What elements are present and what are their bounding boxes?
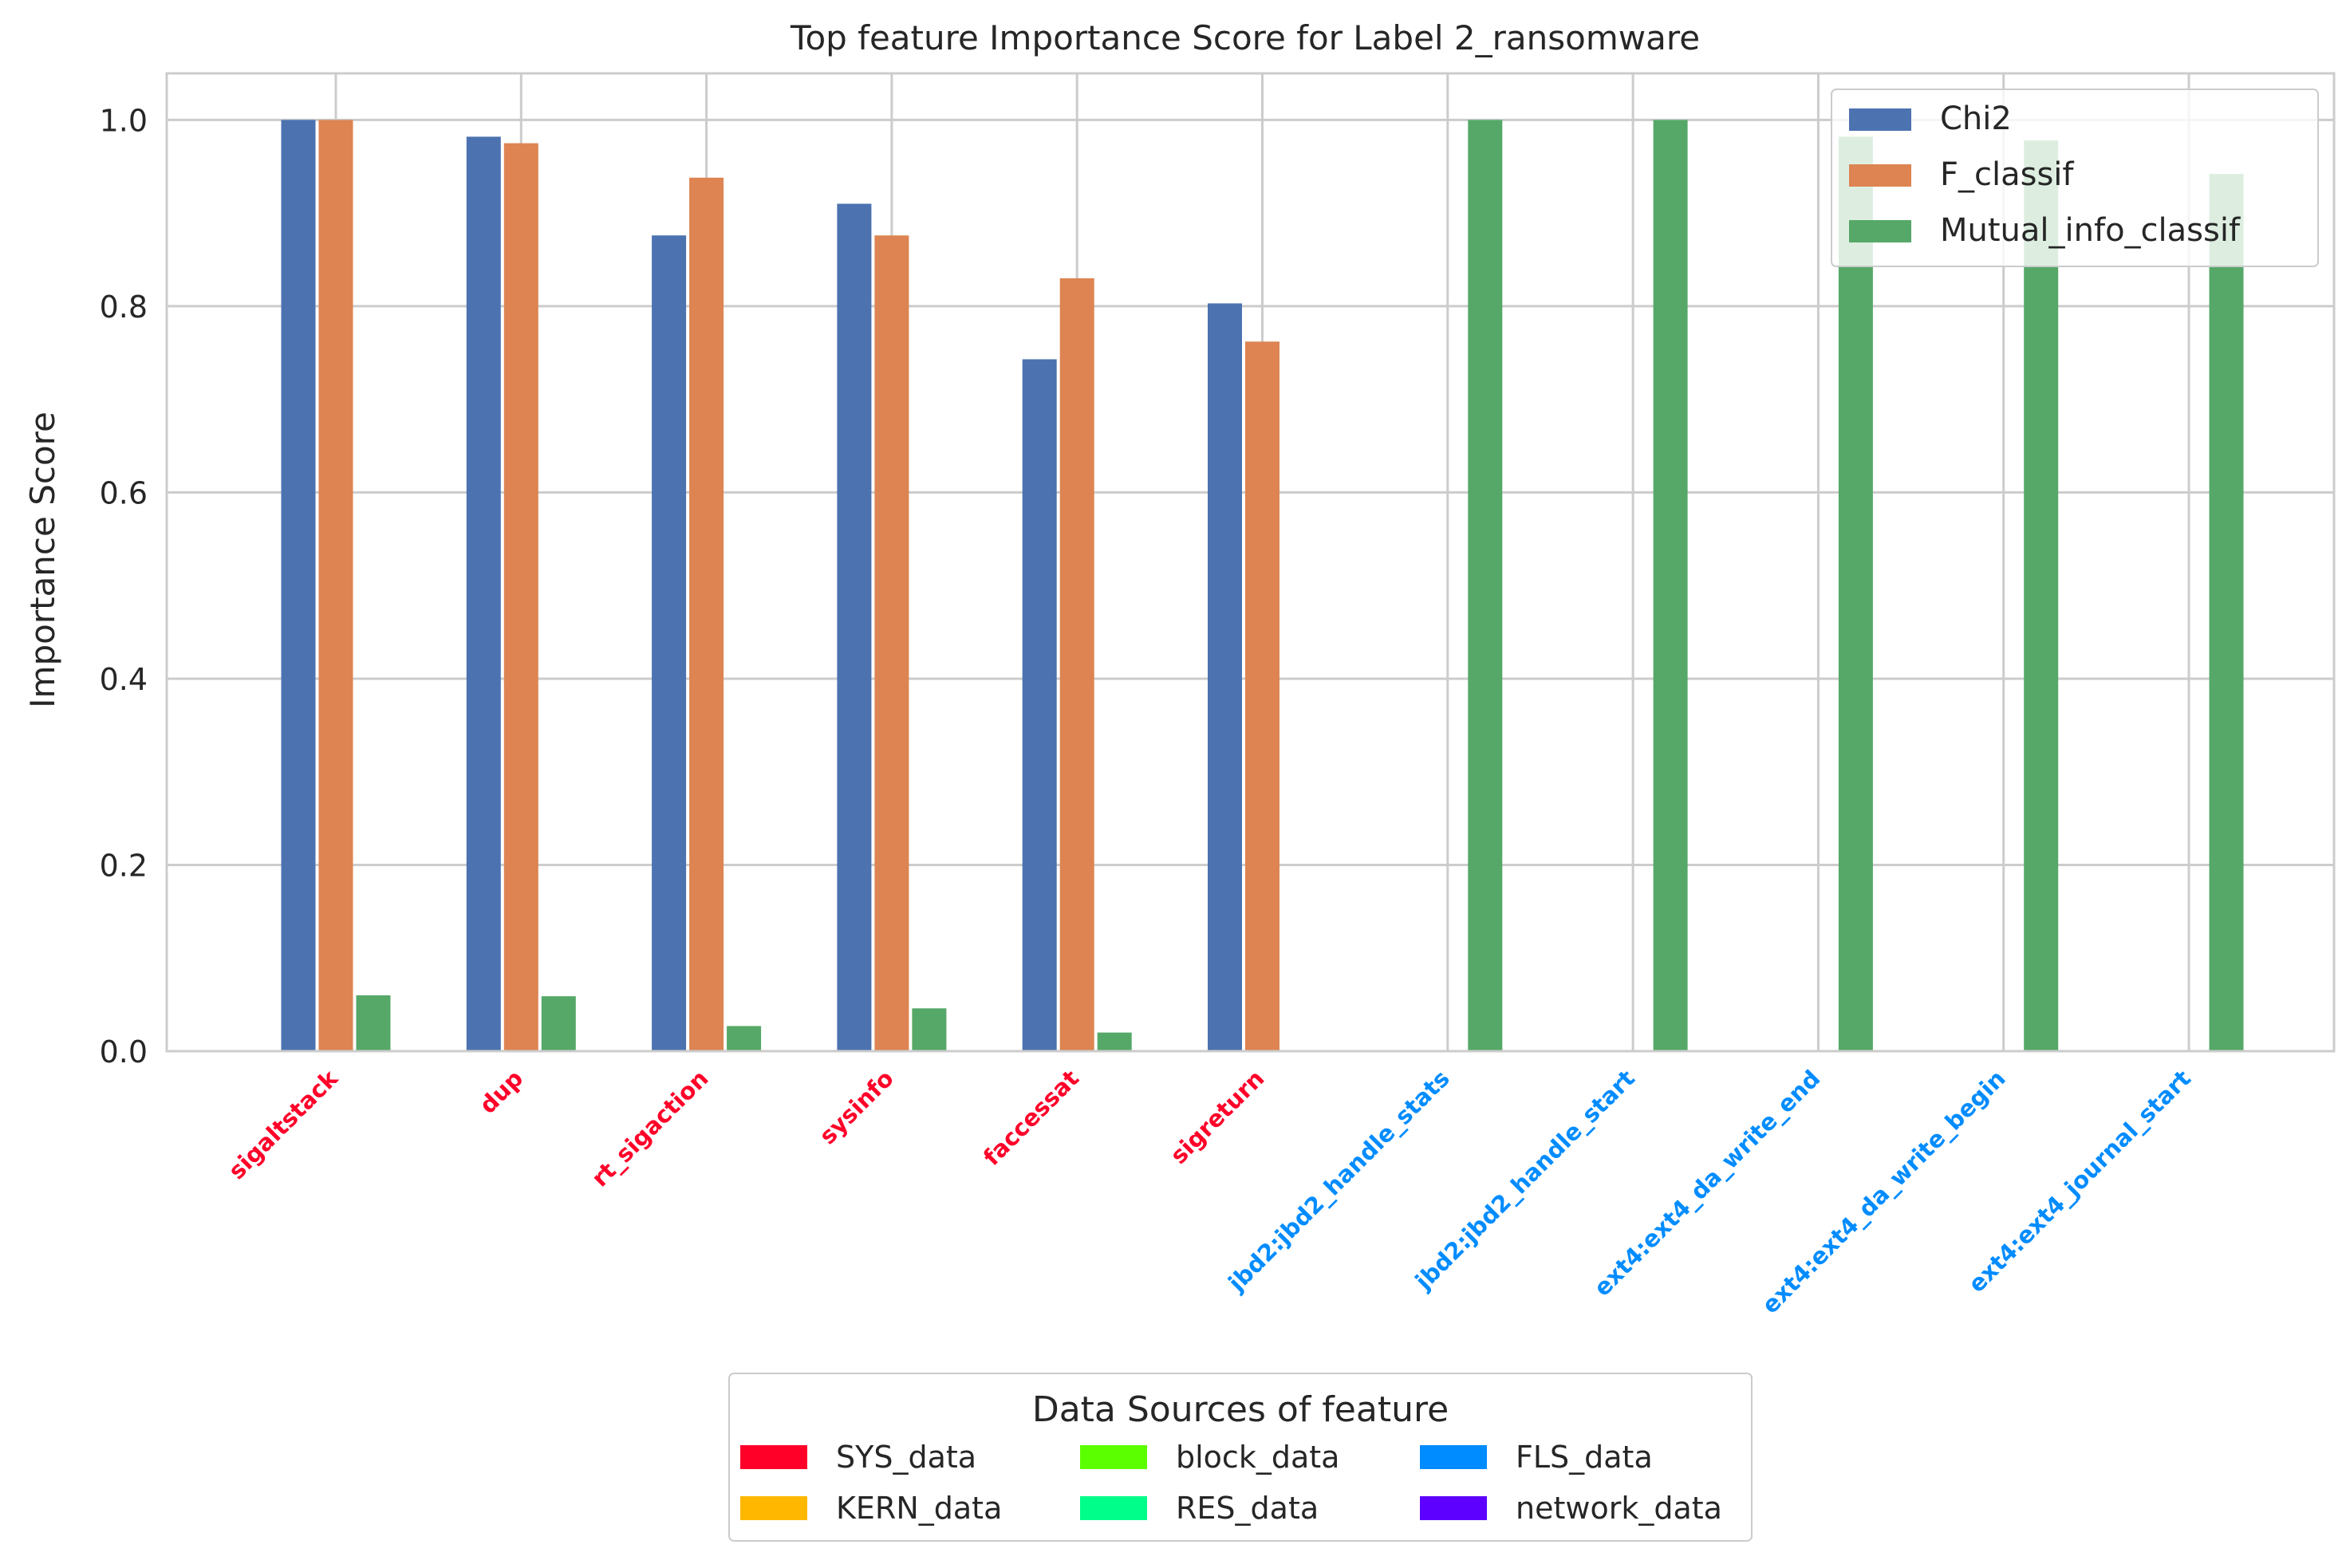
y-tick-label: 0.2 xyxy=(100,848,148,883)
bar-mutual_info_classif-ext4-ext4-da-write-begin xyxy=(2024,140,2059,1051)
series-legend: Chi2 F_classif Mutual_info_classif xyxy=(1831,89,2319,267)
plot-area xyxy=(165,72,2336,1053)
series-legend-swatch xyxy=(1849,108,1911,131)
y-tick-label: 0.8 xyxy=(100,290,148,325)
source-legend-label: RES_data xyxy=(1176,1491,1319,1526)
source-legend-label: network_data xyxy=(1516,1491,1722,1526)
y-axis-label: Importance Score xyxy=(23,412,62,708)
series-legend-label: F_classif xyxy=(1940,156,2074,193)
bar-f_classif-sysinfo xyxy=(874,235,909,1051)
source-legend-swatch xyxy=(740,1496,807,1520)
y-tick-label: 0.4 xyxy=(100,662,148,697)
bar-mutual_info_classif-faccessat xyxy=(1097,1032,1132,1051)
y-tick-label: 0.0 xyxy=(100,1034,148,1070)
source-legend-swatch xyxy=(1080,1496,1147,1520)
bar-f_classif-dup xyxy=(503,143,538,1052)
bars xyxy=(281,120,2244,1052)
bar-f_classif-rt-sigaction xyxy=(689,177,724,1052)
source-legend-label: block_data xyxy=(1176,1440,1339,1475)
source-legend-title: Data Sources of feature xyxy=(1032,1389,1449,1430)
bar-f_classif-sigreturn xyxy=(1245,341,1279,1051)
bar-f_classif-faccessat xyxy=(1059,278,1094,1051)
y-tick-label: 1.0 xyxy=(100,103,148,138)
series-legend-label: Chi2 xyxy=(1940,100,2012,137)
bar-mutual_info_classif-sigaltstack xyxy=(356,995,391,1051)
bar-mutual_info_classif-jbd2-jbd2-handle-stats xyxy=(1468,120,1503,1051)
bar-mutual_info_classif-rt-sigaction xyxy=(727,1026,762,1051)
bar-chi2-dup xyxy=(466,136,501,1052)
bar-mutual_info_classif-ext4-ext4-journal-start xyxy=(2209,174,2244,1051)
source-legend-label: SYS_data xyxy=(836,1440,976,1475)
data-source-legend: Data Sources of feature SYS_data KERN_data… xyxy=(728,1373,1753,1542)
bar-mutual_info_classif-jbd2-jbd2-handle-start xyxy=(1653,120,1688,1051)
source-legend-label: KERN_data xyxy=(836,1491,1002,1526)
series-legend-label: Mutual_info_classif xyxy=(1940,212,2241,249)
source-legend-box xyxy=(728,1373,1753,1542)
bar-f_classif-sigaltstack xyxy=(318,120,353,1051)
source-legend-swatch xyxy=(1420,1496,1487,1520)
series-legend-box xyxy=(1831,89,2319,267)
series-legend-swatch xyxy=(1849,164,1911,187)
bar-chi2-faccessat xyxy=(1022,359,1057,1051)
series-legend-swatch xyxy=(1849,220,1911,242)
chart-title: Top feature Importance Score for Label 2… xyxy=(790,18,1700,57)
bar-mutual_info_classif-dup xyxy=(541,996,576,1051)
bar-mutual_info_classif-ext4-ext4-da-write-end xyxy=(1838,136,1873,1052)
source-legend-swatch xyxy=(740,1445,807,1469)
bar-mutual_info_classif-sysinfo xyxy=(912,1008,947,1051)
source-legend-swatch xyxy=(1420,1445,1487,1469)
y-axis-ticks: 0.0 0.2 0.4 0.6 0.8 1.0 xyxy=(100,103,148,1070)
source-legend-swatch xyxy=(1080,1445,1147,1469)
bar-chi2-sigreturn xyxy=(1208,303,1242,1051)
bar-chi2-sigaltstack xyxy=(281,120,316,1051)
bar-chi2-rt-sigaction xyxy=(652,235,687,1051)
source-legend-label: FLS_data xyxy=(1516,1440,1653,1475)
y-tick-label: 0.6 xyxy=(100,475,148,510)
bar-chi2-sysinfo xyxy=(837,203,872,1051)
